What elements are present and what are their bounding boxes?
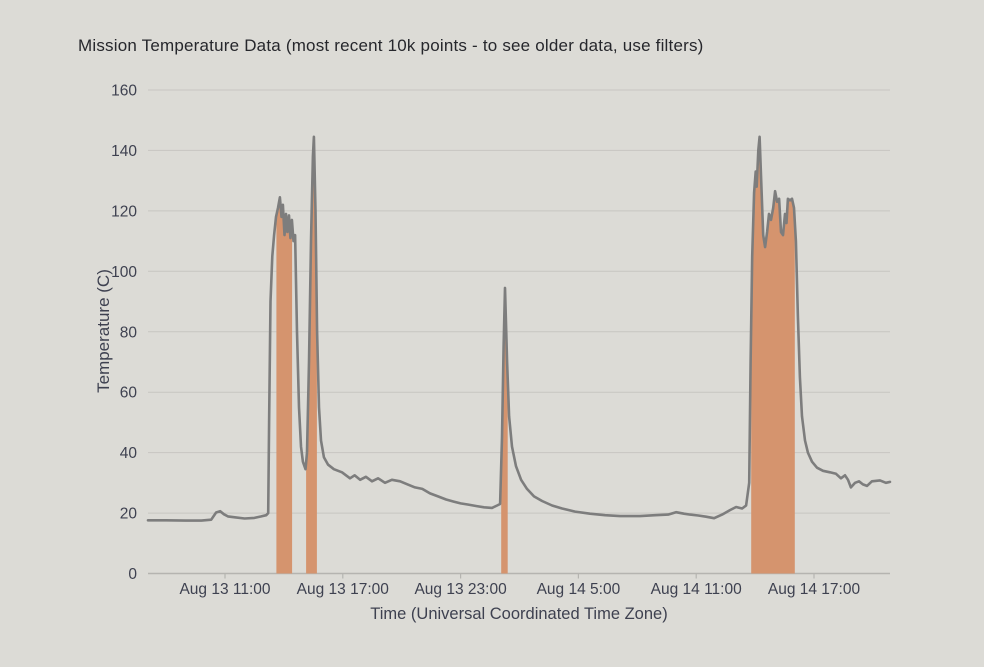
y-tick-label: 0: [128, 566, 137, 583]
x-tick-label: Aug 14 17:00: [768, 581, 861, 598]
y-tick-label: 140: [111, 143, 137, 160]
highlight-region[interactable]: [306, 136, 317, 574]
x-tick-label: Aug 13 17:00: [297, 581, 390, 598]
x-tick-label: Aug 13 11:00: [179, 581, 270, 598]
y-tick-label: 100: [111, 264, 137, 281]
y-tick-label: 120: [111, 203, 137, 220]
x-tick-label: Aug 14 11:00: [651, 581, 742, 598]
y-tick-label: 20: [120, 506, 138, 523]
y-tick-label: 40: [120, 445, 138, 462]
y-tick-label: 80: [120, 324, 138, 341]
y-tick-label: 160: [111, 83, 137, 100]
x-tick-label: Aug 13 23:00: [414, 581, 507, 598]
x-axis-title: Time (Universal Coordinated Time Zone): [370, 605, 668, 623]
x-tick-label: Aug 14 5:00: [537, 581, 621, 598]
highlight-region[interactable]: [276, 197, 293, 574]
temperature-line[interactable]: [146, 135, 892, 522]
highlight-region[interactable]: [751, 136, 795, 574]
chart-title: Mission Temperature Data (most recent 10…: [78, 36, 704, 55]
y-tick-label: 60: [120, 385, 138, 402]
